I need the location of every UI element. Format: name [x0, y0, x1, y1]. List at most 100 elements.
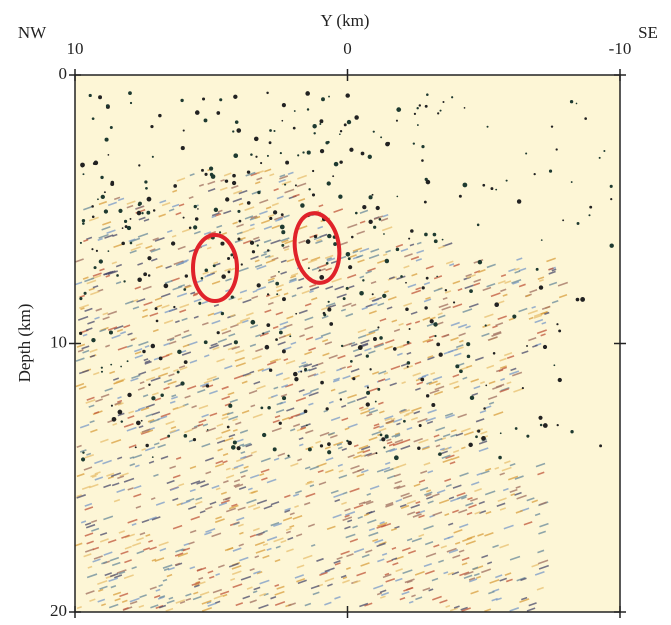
texture-stroke: [169, 465, 177, 470]
texture-stroke: [159, 547, 167, 552]
texture-stroke: [200, 382, 209, 387]
texture-dot: [257, 190, 261, 195]
texture-stroke: [370, 280, 377, 285]
texture-dot: [272, 447, 277, 452]
texture-dot: [163, 283, 169, 289]
texture-dot: [416, 107, 419, 110]
texture-dot: [281, 349, 286, 354]
texture-dot: [276, 293, 279, 296]
texture-stroke: [356, 230, 366, 235]
texture-stroke: [254, 239, 261, 243]
texture-stroke: [534, 570, 545, 576]
texture-dot: [297, 154, 300, 157]
texture-stroke: [368, 296, 376, 301]
texture-dot: [123, 280, 126, 283]
texture-dot: [556, 323, 559, 326]
texture-dot: [380, 136, 383, 139]
texture-stroke: [447, 571, 455, 576]
texture-stroke: [427, 356, 435, 361]
texture-stroke: [176, 292, 188, 298]
texture-stroke: [360, 409, 371, 415]
texture-stroke: [216, 423, 224, 427]
texture-stroke: [511, 278, 522, 284]
texture-stroke: [401, 547, 411, 552]
texture-stroke: [394, 525, 400, 530]
texture-stroke: [401, 590, 410, 596]
texture-stroke: [311, 363, 319, 368]
texture-stroke: [489, 579, 500, 584]
texture-dot: [451, 96, 454, 99]
texture-stroke: [444, 412, 454, 417]
texture-stroke: [317, 268, 326, 273]
texture-stroke: [398, 322, 404, 326]
texture-stroke: [316, 238, 322, 242]
texture-stroke: [81, 345, 90, 350]
texture-stroke: [210, 342, 218, 347]
texture-stroke: [97, 598, 106, 603]
texture-stroke: [155, 501, 165, 506]
texture-stroke: [154, 557, 165, 563]
texture-stroke: [171, 395, 178, 400]
texture-stroke: [365, 270, 372, 274]
texture-stroke: [425, 493, 432, 497]
texture-stroke: [376, 524, 387, 529]
texture-stroke: [159, 199, 167, 204]
texture-stroke: [137, 386, 145, 391]
texture-dot: [584, 117, 587, 120]
texture-stroke: [298, 198, 306, 202]
texture-dot: [80, 162, 85, 168]
texture-dot: [260, 161, 263, 165]
texture-stroke: [289, 524, 295, 529]
texture-stroke: [382, 214, 389, 218]
texture-dot: [251, 250, 256, 254]
texture-stroke: [350, 343, 358, 347]
texture-dot: [227, 256, 231, 260]
texture-stroke: [248, 227, 255, 231]
texture-dot: [570, 181, 573, 183]
texture-stroke: [292, 193, 300, 198]
texture-dot: [433, 322, 438, 327]
texture-stroke: [427, 470, 434, 474]
texture-stroke: [528, 337, 537, 342]
texture-stroke: [99, 532, 108, 536]
texture-stroke: [130, 246, 141, 252]
texture-stroke: [239, 443, 245, 447]
texture-stroke: [250, 324, 259, 329]
texture-stroke: [534, 318, 544, 324]
texture-dot: [338, 194, 343, 199]
texture-dot: [128, 91, 132, 95]
texture-stroke: [132, 454, 143, 459]
texture-dot: [439, 109, 442, 112]
texture-dot: [307, 267, 310, 270]
texture-stroke: [394, 434, 401, 438]
texture-stroke: [309, 290, 314, 294]
texture-stroke: [190, 480, 201, 485]
texture-stroke: [207, 180, 216, 185]
texture-stroke: [386, 441, 393, 445]
texture-stroke: [228, 333, 236, 337]
texture-dot: [329, 322, 334, 326]
texture-stroke: [509, 488, 518, 494]
texture-dot: [373, 225, 377, 229]
texture-stroke: [207, 312, 215, 317]
texture-stroke: [395, 243, 404, 248]
texture-stroke: [126, 204, 134, 209]
texture-stroke: [322, 338, 329, 343]
texture-stroke: [195, 500, 203, 505]
texture-stroke: [227, 345, 237, 351]
texture-stroke: [141, 314, 149, 319]
texture-stroke: [265, 206, 272, 210]
texture-stroke: [495, 383, 505, 389]
texture-dot: [81, 218, 86, 223]
texture-dot: [302, 151, 305, 154]
texture-stroke: [232, 221, 238, 225]
texture-stroke: [296, 182, 307, 188]
texture-stroke: [193, 584, 200, 588]
texture-dot: [278, 421, 282, 425]
texture-stroke: [281, 416, 290, 421]
texture-stroke: [512, 280, 520, 285]
texture-stroke: [107, 270, 119, 276]
texture-stroke: [117, 345, 128, 351]
texture-stroke: [117, 412, 125, 417]
texture-stroke: [101, 603, 107, 607]
